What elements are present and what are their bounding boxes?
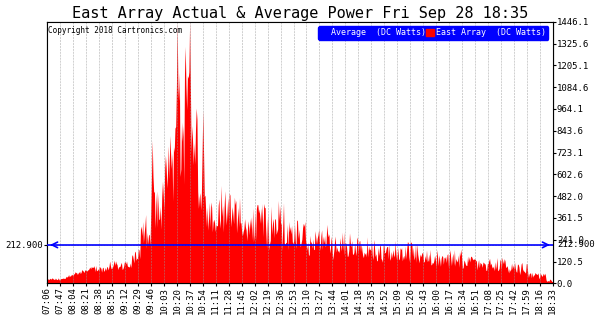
Text: Copyright 2018 Cartronics.com: Copyright 2018 Cartronics.com	[49, 26, 182, 35]
Text: 212.900: 212.900	[557, 240, 595, 249]
Legend: Average  (DC Watts), East Array  (DC Watts): Average (DC Watts), East Array (DC Watts…	[319, 26, 548, 40]
Title: East Array Actual & Average Power Fri Sep 28 18:35: East Array Actual & Average Power Fri Se…	[72, 5, 528, 20]
